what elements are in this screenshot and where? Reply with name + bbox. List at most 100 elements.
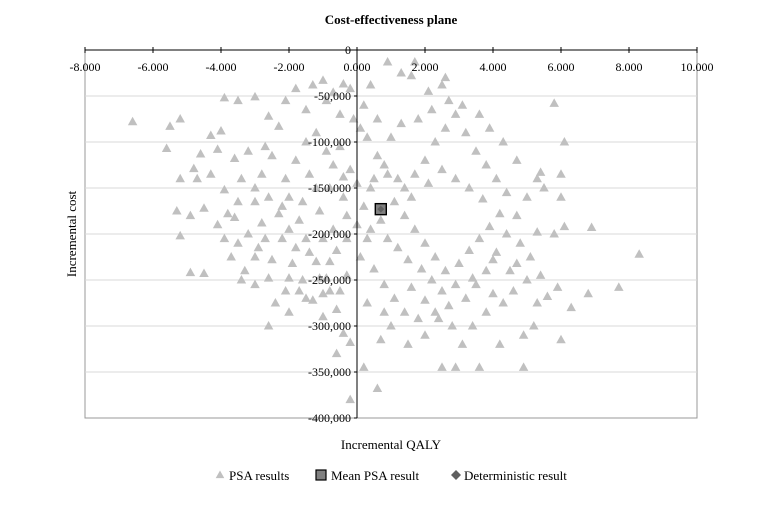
psa-point bbox=[512, 210, 522, 220]
psa-point bbox=[335, 109, 345, 118]
psa-point bbox=[467, 273, 478, 282]
psa-point bbox=[362, 233, 372, 243]
psa-point bbox=[304, 247, 315, 256]
psa-point bbox=[535, 167, 546, 176]
psa-point bbox=[267, 254, 277, 264]
psa-point bbox=[464, 245, 474, 255]
y-tick-label: -400,000 bbox=[308, 411, 351, 425]
y-tick-label: -200,000 bbox=[308, 227, 351, 241]
psa-point bbox=[464, 183, 474, 192]
psa-point bbox=[355, 252, 366, 261]
psa-point bbox=[257, 169, 267, 178]
psa-point bbox=[440, 72, 451, 82]
psa-point bbox=[308, 79, 318, 89]
mean-markers bbox=[374, 202, 387, 216]
psa-point bbox=[291, 155, 301, 164]
psa-point bbox=[301, 137, 311, 146]
psa-point bbox=[437, 79, 447, 89]
psa-point bbox=[165, 121, 175, 130]
psa-point bbox=[566, 302, 576, 312]
psa-point bbox=[393, 242, 403, 252]
psa-point bbox=[175, 230, 185, 240]
psa-point bbox=[297, 275, 308, 284]
psa-point bbox=[206, 169, 216, 178]
psa-point bbox=[406, 282, 417, 291]
psa-point bbox=[529, 321, 539, 330]
psa-point bbox=[284, 224, 294, 233]
psa-point bbox=[457, 100, 468, 109]
psa-point bbox=[433, 313, 444, 323]
psa-point bbox=[403, 254, 413, 264]
x-tick-label: -4.000 bbox=[206, 60, 237, 74]
psa-point bbox=[250, 91, 260, 101]
psa-point bbox=[161, 143, 172, 152]
psa-point bbox=[457, 339, 468, 348]
psa-point bbox=[423, 86, 434, 95]
psa-point bbox=[284, 273, 294, 282]
psa-point bbox=[474, 233, 485, 243]
psa-point bbox=[331, 304, 342, 313]
psa-point bbox=[379, 279, 389, 289]
psa-point bbox=[277, 201, 287, 210]
psa-point bbox=[291, 242, 301, 252]
psa-point bbox=[423, 178, 434, 187]
psa-point bbox=[399, 307, 410, 316]
psa-point bbox=[372, 383, 383, 393]
psa-point bbox=[484, 221, 495, 231]
psa-point bbox=[260, 141, 270, 151]
psa-point bbox=[505, 265, 515, 275]
psa-point bbox=[369, 263, 379, 273]
psa-point bbox=[321, 95, 332, 105]
psa-point bbox=[410, 169, 420, 178]
psa-point bbox=[420, 295, 430, 304]
psa-point bbox=[338, 79, 349, 88]
psa-point bbox=[236, 173, 247, 183]
psa-points bbox=[127, 56, 644, 404]
psa-point bbox=[314, 273, 325, 282]
x-tick-label: 2.000 bbox=[412, 60, 439, 74]
psa-point bbox=[342, 270, 352, 279]
psa-point bbox=[532, 227, 542, 236]
psa-point bbox=[359, 362, 369, 371]
psa-point bbox=[325, 286, 335, 295]
psa-point bbox=[236, 275, 247, 284]
psa-point bbox=[226, 252, 236, 261]
y-tick-label: -50,000 bbox=[314, 89, 351, 103]
psa-point bbox=[372, 150, 383, 160]
psa-point bbox=[311, 183, 321, 192]
psa-point bbox=[512, 155, 522, 164]
psa-point bbox=[454, 258, 464, 267]
psa-point bbox=[512, 258, 522, 267]
psa-point bbox=[233, 95, 243, 105]
psa-point bbox=[461, 293, 471, 302]
psa-point bbox=[318, 311, 328, 321]
y-tick-label: -300,000 bbox=[308, 319, 351, 333]
x-tick-label: 10.000 bbox=[681, 60, 714, 74]
psa-point bbox=[427, 104, 437, 114]
psa-point bbox=[444, 95, 454, 105]
psa-point bbox=[311, 256, 321, 266]
psa-point bbox=[189, 163, 199, 173]
psa-point bbox=[389, 196, 400, 206]
psa-point bbox=[253, 242, 264, 252]
psa-point bbox=[348, 114, 359, 123]
psa-point bbox=[233, 238, 243, 247]
legend: PSA results Mean PSA result Deterministic … bbox=[215, 468, 567, 483]
psa-point bbox=[280, 95, 291, 105]
psa-point bbox=[280, 173, 291, 183]
psa-point bbox=[488, 288, 498, 298]
psa-point bbox=[308, 295, 318, 304]
psa-point bbox=[277, 233, 287, 243]
psa-point bbox=[291, 83, 301, 93]
x-tick-label: -6.000 bbox=[138, 60, 169, 74]
psa-point bbox=[250, 252, 260, 261]
psa-point bbox=[556, 334, 566, 344]
psa-point bbox=[474, 362, 485, 371]
psa-point bbox=[542, 291, 553, 301]
psa-point bbox=[416, 263, 427, 273]
psa-point bbox=[331, 348, 342, 358]
psa-point bbox=[491, 173, 502, 183]
psa-point bbox=[450, 279, 461, 289]
psa-point bbox=[559, 137, 570, 146]
